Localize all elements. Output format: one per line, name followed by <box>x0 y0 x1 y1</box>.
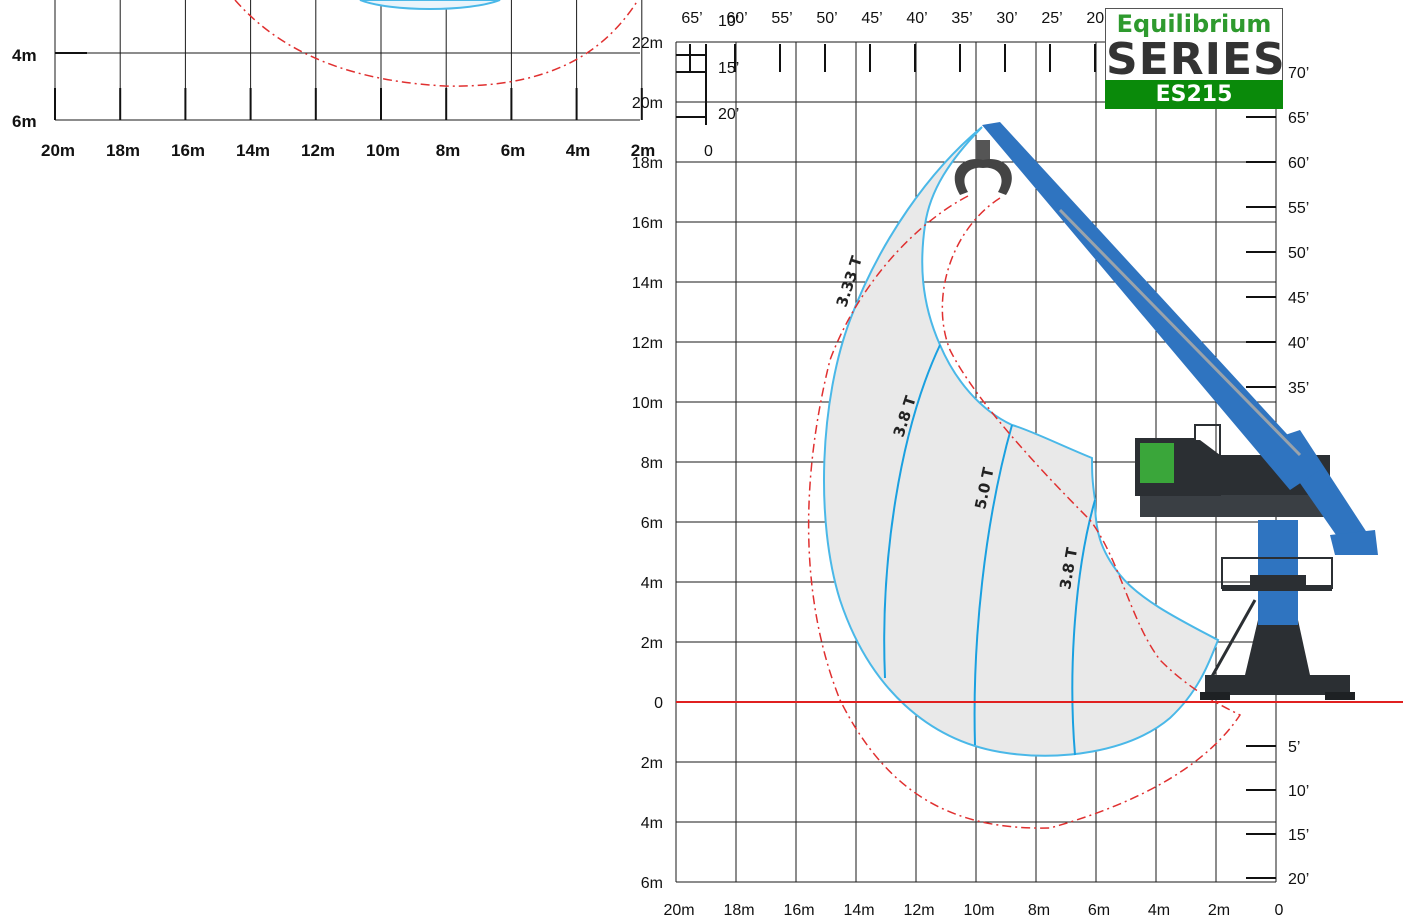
y-metric-label: 12m <box>632 335 663 352</box>
machine-boom <box>982 122 1320 490</box>
main-chart: 3.33 T 3.8 T 5.0 T 3.8 T 20m 18m 16m 14m 12m… <box>632 10 1403 919</box>
grapple-head <box>976 140 990 162</box>
y-metric-label: 0 <box>654 695 663 712</box>
material-handler-machine <box>954 122 1378 700</box>
y-feet-label-left: 15’ <box>718 60 739 77</box>
inset-x-label: 18m <box>106 141 140 160</box>
x-metric-label: 12m <box>903 902 934 919</box>
logo-model-badge: ES215 <box>1105 80 1283 109</box>
x-feet-label: 55’ <box>771 10 792 27</box>
y-feet-label-left: 0 <box>704 143 713 160</box>
y-feet-label-right: 15’ <box>1288 827 1309 844</box>
y-feet-label-right: 5’ <box>1288 739 1300 756</box>
y-feet-label-right: 65’ <box>1288 110 1309 127</box>
machine-counterweight <box>1140 495 1335 517</box>
inset-x-label: 16m <box>171 141 205 160</box>
inset-reach-curve <box>234 0 639 87</box>
x-metric-label: 16m <box>783 902 814 919</box>
x-feet-label: 40’ <box>906 10 927 27</box>
inset-y-label-4m: 4m <box>12 46 37 65</box>
x-metric-label: 2m <box>1208 902 1230 919</box>
y-feet-label-right: 70’ <box>1288 65 1309 82</box>
y-metric-label: 6m <box>641 515 663 532</box>
x-feet-label: 25’ <box>1041 10 1062 27</box>
x-metric-label: 10m <box>963 902 994 919</box>
grapple-claws <box>954 159 1012 195</box>
x-metric-label: 20m <box>663 902 694 919</box>
y-feet-label-right: 60’ <box>1288 155 1309 172</box>
machine-base-frame <box>1205 675 1350 695</box>
machine-base-pad-right <box>1325 692 1355 700</box>
machine-pedestal-cone <box>1245 620 1310 675</box>
inset-x-label: 14m <box>236 141 270 160</box>
x-feet-label: 45’ <box>861 10 882 27</box>
machine-platform-rail <box>1221 557 1333 589</box>
x-metric-label: 4m <box>1148 902 1170 919</box>
y-feet-label-right: 40’ <box>1288 335 1309 352</box>
main-axis-labels: 20m 18m 16m 14m 12m 10m 8m 6m 4m 2m 0 22m 20m 18m 16m 1… <box>632 10 1309 919</box>
x-feet-label: 60’ <box>726 10 747 27</box>
machine-boom-cylinder <box>1058 208 1302 457</box>
inset-x-label: 12m <box>301 141 335 160</box>
capacity-line-3-8-left <box>883 344 941 679</box>
y-feet-label-right: 35’ <box>1288 380 1309 397</box>
machine-cab-railing <box>1194 424 1221 496</box>
inset-x-label: 6m <box>501 141 526 160</box>
equilibrium-series-logo: Equilibrium SERIES ES215 <box>1105 8 1286 109</box>
machine-column-band <box>1250 575 1306 585</box>
inset-x-label: 8m <box>436 141 461 160</box>
x-metric-label: 18m <box>723 902 754 919</box>
y-metric-label: 4m <box>641 815 663 832</box>
machine-stick-foot <box>1330 530 1378 555</box>
inset-x-label: 4m <box>566 141 591 160</box>
y-metric-label: 14m <box>632 275 663 292</box>
y-metric-label: 16m <box>632 215 663 232</box>
inset-chart: 4m 6m 20m 18m 16m 14m 12m 10m 8m 6m 4m 2m <box>12 0 655 160</box>
y-feet-label-right: 50’ <box>1288 245 1309 262</box>
x-metric-label: 0 <box>1275 902 1284 919</box>
inset-y-label-6m: 6m <box>12 112 37 131</box>
y-metric-label: 4m <box>641 575 663 592</box>
inset-envelope-edge <box>359 0 501 10</box>
x-metric-label: 8m <box>1028 902 1050 919</box>
y-feet-label-right: 10’ <box>1288 783 1309 800</box>
x-feet-label: 30’ <box>996 10 1017 27</box>
y-metric-label: 10m <box>632 395 663 412</box>
y-feet-label-left: 20’ <box>718 106 739 123</box>
inset-x-label: 10m <box>366 141 400 160</box>
x-feet-label: 20’ <box>1086 10 1107 27</box>
machine-column <box>1258 520 1298 625</box>
machine-ladder <box>1208 599 1257 681</box>
x-feet-label: 65’ <box>681 10 702 27</box>
x-metric-label: 6m <box>1088 902 1110 919</box>
logo-line-series: SERIES <box>1105 34 1286 85</box>
y-feet-label-right: 55’ <box>1288 200 1309 217</box>
y-feet-label-right: 45’ <box>1288 290 1309 307</box>
x-feet-label: 50’ <box>816 10 837 27</box>
y-metric-label: 6m <box>641 875 663 892</box>
inset-x-label: 20m <box>41 141 75 160</box>
machine-base-pad-left <box>1200 692 1230 700</box>
y-metric-label: 20m <box>632 95 663 112</box>
y-metric-label: 8m <box>641 455 663 472</box>
y-metric-label: 2m <box>641 755 663 772</box>
inset-x-label: 2m <box>631 141 656 160</box>
x-feet-label: 35’ <box>951 10 972 27</box>
y-metric-label: 2m <box>641 635 663 652</box>
y-feet-label-right: 20’ <box>1288 871 1309 888</box>
working-envelope <box>823 126 1220 757</box>
maximum-reach-curve <box>807 194 1242 829</box>
inset-grid <box>54 0 643 121</box>
y-feet-label-left: 10’ <box>718 13 739 30</box>
y-metric-label: 22m <box>632 35 663 52</box>
y-metric-label: 18m <box>632 155 663 172</box>
logo-line-equilibrium: Equilibrium <box>1105 8 1283 39</box>
inset-x-axis-labels: 20m 18m 16m 14m 12m 10m 8m 6m 4m 2m <box>41 141 655 160</box>
capacity-line-3-8-right <box>1071 499 1096 756</box>
x-metric-label: 14m <box>843 902 874 919</box>
machine-cab-window <box>1140 443 1174 483</box>
